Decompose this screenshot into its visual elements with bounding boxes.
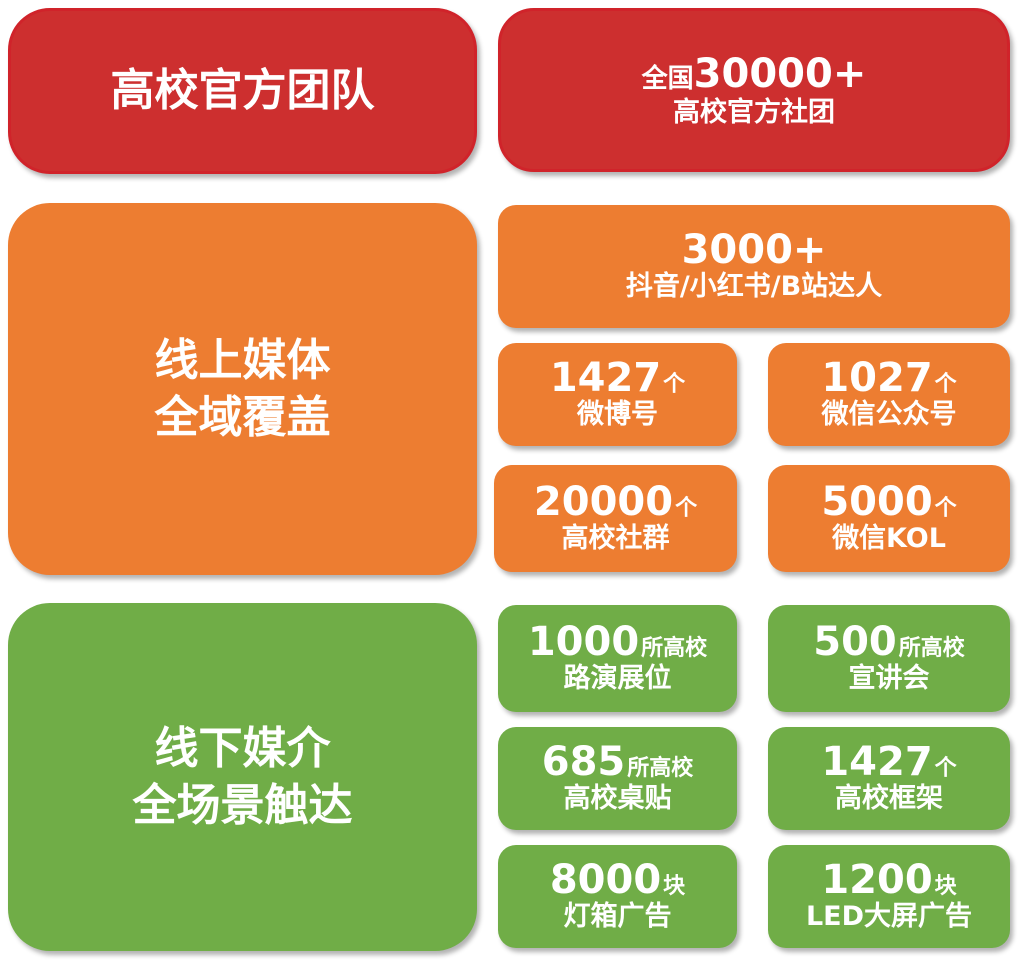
team-stat-label: 高校官方社团: [673, 96, 835, 128]
offline-title-line1: 线下媒介: [154, 722, 331, 774]
online-headline-box: 3000+ 抖音/小红书/B站达人: [498, 205, 1010, 328]
stat-label: 灯箱广告: [563, 901, 672, 933]
offline-stat-box: 1000所高校 路演展位: [498, 605, 737, 712]
stat-label: 路演展位: [563, 663, 672, 695]
offline-stat-box: 500所高校 宣讲会: [768, 605, 1010, 712]
stat-unit: 所高校: [641, 636, 708, 662]
stat-number: 8000: [549, 857, 662, 904]
team-stat-box: 全国30000+ 高校官方社团: [498, 8, 1010, 172]
online-title-line2: 全域覆盖: [154, 392, 331, 443]
stat-label: 微信公众号: [821, 399, 957, 431]
stat-unit: 个: [663, 372, 686, 398]
stat-number: 500: [813, 619, 897, 666]
stat-number: 1200: [821, 857, 933, 904]
stat-label: 微信KOL: [832, 523, 946, 555]
online-title-box: 线上媒体 全域覆盖: [8, 203, 477, 575]
stat-label: 微博号: [577, 399, 658, 431]
offline-stat-box: 8000块 灯箱广告: [498, 845, 737, 948]
stat-number: 1000: [527, 619, 640, 666]
stat-unit: 块: [663, 874, 686, 900]
offline-title-box: 线下媒介 全场景触达: [8, 603, 477, 951]
team-title: 高校官方团队: [110, 65, 375, 117]
stat-number: 5000: [821, 479, 933, 526]
stat-unit: 个: [934, 372, 957, 398]
stat-label: 高校框架: [835, 783, 943, 815]
stat-number: 1027: [821, 355, 933, 402]
online-title-line1: 线上媒体: [154, 334, 331, 386]
offline-stat-box: 1427个 高校框架: [768, 727, 1010, 830]
online-stat-box: 20000个 高校社群: [494, 465, 737, 572]
stat-label: 高校桌贴: [563, 783, 672, 815]
team-stat-number: 30000+: [693, 50, 867, 97]
offline-stat-box: 685所高校 高校桌贴: [498, 727, 737, 830]
online-headline-label: 抖音/小红书/B站达人: [625, 271, 883, 303]
stat-unit: 所高校: [627, 756, 694, 782]
stat-number: 1427: [549, 355, 662, 402]
stat-unit: 个: [675, 496, 698, 522]
team-stat-prefix: 全国: [641, 63, 694, 94]
stat-label: 高校社群: [561, 523, 670, 555]
offline-title-line2: 全场景触达: [132, 780, 353, 831]
stat-unit: 块: [934, 874, 957, 900]
stat-unit: 个: [934, 496, 957, 522]
team-title-box: 高校官方团队: [8, 8, 477, 174]
stat-number: 20000: [533, 479, 674, 526]
online-stat-box: 5000个 微信KOL: [768, 465, 1010, 572]
stat-unit: 个: [934, 756, 957, 782]
offline-stat-box: 1200块 LED大屏广告: [768, 845, 1010, 948]
stat-number: 1427: [821, 739, 933, 786]
stat-unit: 所高校: [898, 636, 965, 662]
stat-number: 685: [541, 739, 626, 786]
stat-label: LED大屏广告: [805, 901, 973, 933]
stat-label: 宣讲会: [848, 663, 930, 695]
online-stat-box: 1427个 微博号: [498, 343, 737, 446]
online-stat-box: 1027个 微信公众号: [768, 343, 1010, 446]
online-headline-number: 3000+: [681, 227, 827, 274]
